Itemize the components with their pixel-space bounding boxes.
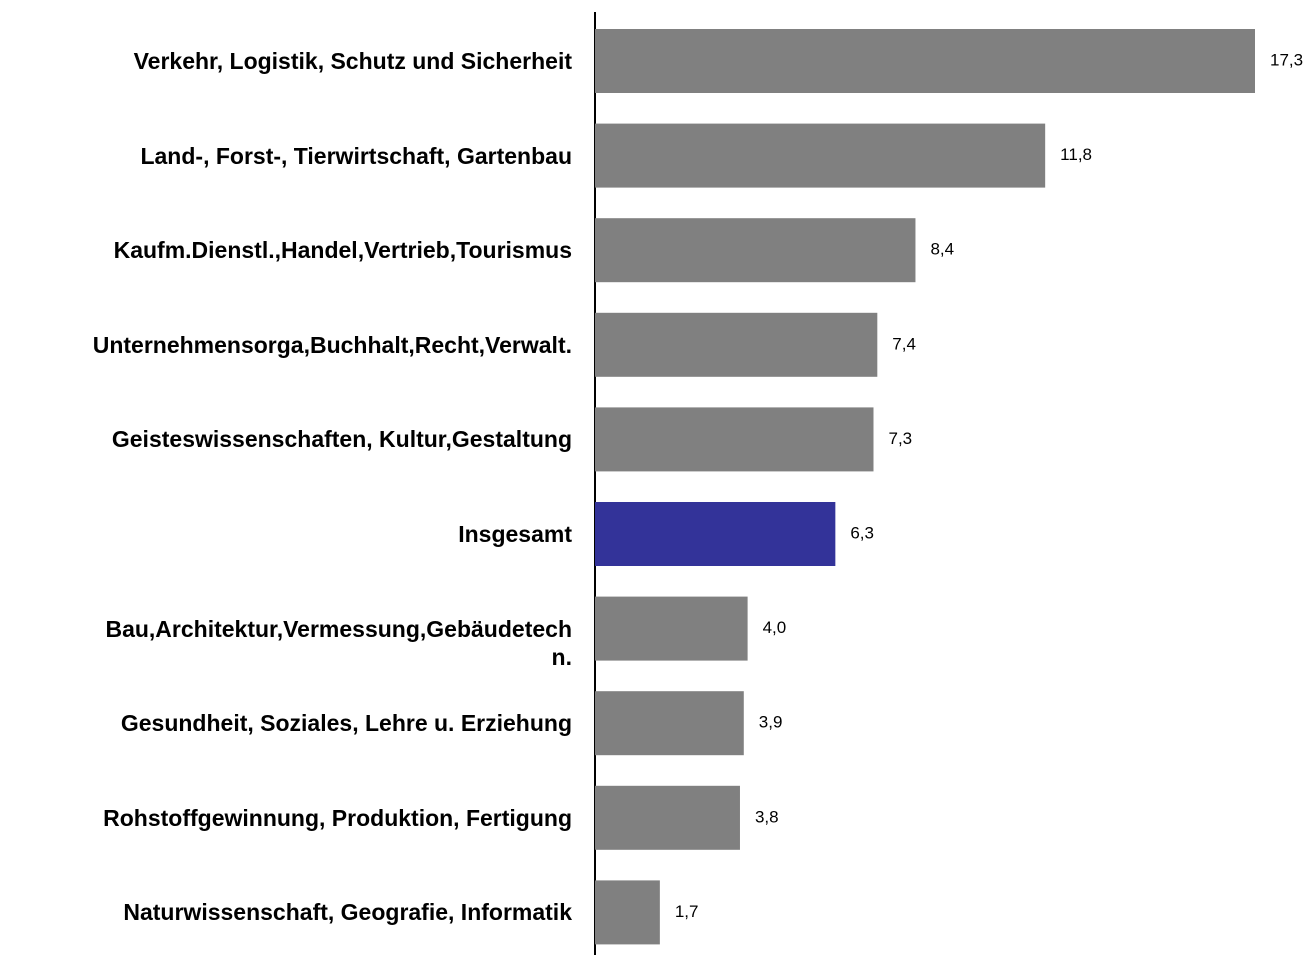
category-label: Insgesamt xyxy=(458,521,572,547)
category-label: Unternehmensorga,Buchhalt,Recht,Verwalt. xyxy=(92,331,572,358)
value-label: 7,4 xyxy=(892,334,916,353)
category-label: Rohstoffgewinnung, Produktion, Fertigung xyxy=(103,804,572,831)
bar xyxy=(595,123,1046,188)
value-label: 11,8 xyxy=(1060,145,1092,164)
bar xyxy=(595,785,740,850)
value-label: 6,3 xyxy=(850,523,874,542)
category-label: Verkehr, Logistik, Schutz und Sicherheit xyxy=(133,48,572,74)
bar xyxy=(595,502,836,566)
bar xyxy=(595,880,660,945)
value-label: 7,3 xyxy=(888,429,912,448)
bar xyxy=(595,596,748,661)
category-label: Gesundheit, Soziales, Lehre u. Erziehung xyxy=(120,710,572,737)
value-label: 8,4 xyxy=(930,240,954,259)
value-label: 3,8 xyxy=(755,807,779,826)
bar xyxy=(595,407,874,472)
category-label: Bau,Architektur,Vermessung,Gebäudetech n… xyxy=(105,615,572,670)
category-label: Naturwissenschaft, Geografie, Informatik xyxy=(123,899,572,926)
value-label: 17,3 xyxy=(1270,50,1303,69)
category-label: Geisteswissenschaften, Kultur,Gestaltung xyxy=(111,426,572,453)
bar xyxy=(595,312,878,377)
category-label: Kaufm.Dienstl.,Handel,Vertrieb,Tourismus xyxy=(113,237,572,264)
bar xyxy=(595,29,1255,93)
value-label: 1,7 xyxy=(675,902,699,921)
bar xyxy=(595,691,744,756)
value-label: 3,9 xyxy=(759,713,783,732)
category-label: Land-, Forst-, Tierwirtschaft, Gartenbau xyxy=(140,142,572,169)
bar xyxy=(595,218,916,283)
value-label: 4,0 xyxy=(763,618,787,637)
